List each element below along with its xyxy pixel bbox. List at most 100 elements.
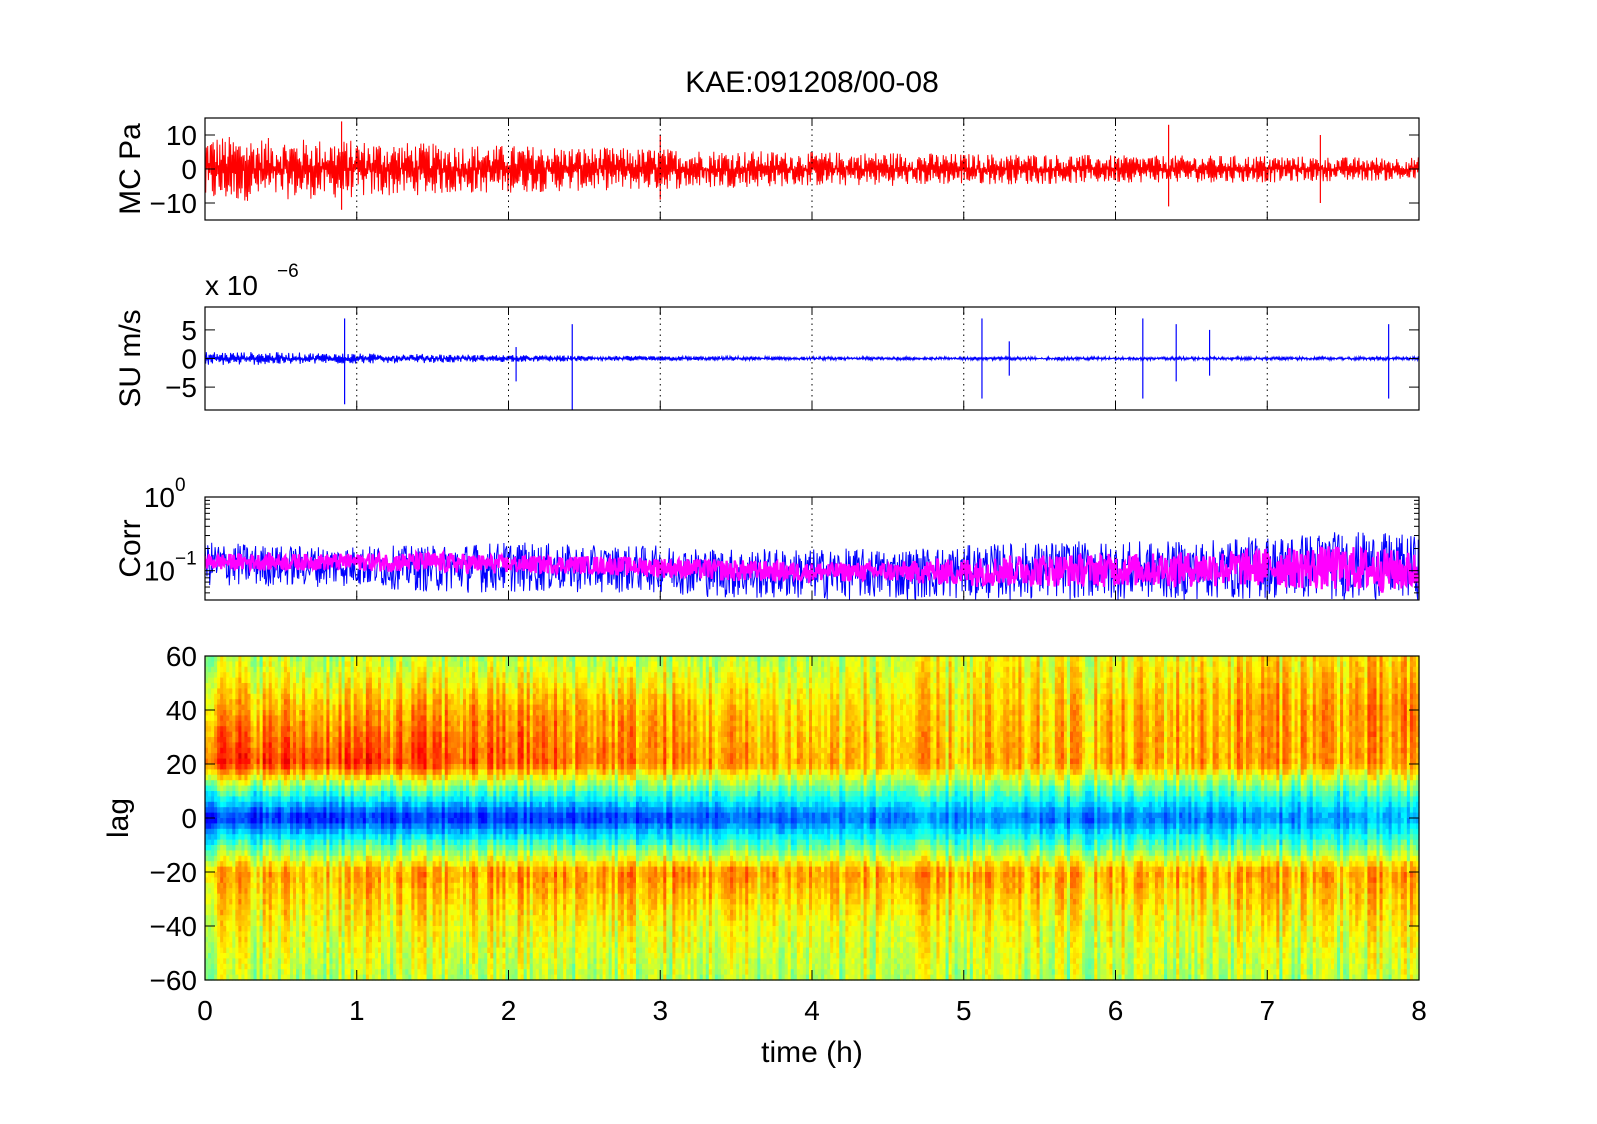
heatmap-cell xyxy=(238,737,243,743)
heatmap-cell xyxy=(229,672,233,679)
heatmap-cell xyxy=(280,936,285,943)
heatmap-cell xyxy=(211,715,215,722)
heatmap-cell xyxy=(211,953,215,959)
heatmap-cell xyxy=(226,947,230,954)
heatmap-cell xyxy=(256,699,261,706)
heatmap-cell xyxy=(229,726,233,733)
heatmap-cell xyxy=(238,861,243,868)
heatmap-cell xyxy=(214,839,218,846)
heatmap-cell xyxy=(262,909,267,916)
heatmap-cell xyxy=(280,683,285,689)
heatmap-cell xyxy=(229,731,233,738)
heatmap-cell xyxy=(238,742,243,749)
heatmap-cell xyxy=(253,893,258,900)
heatmap-cell xyxy=(241,715,246,722)
heatmap-cell xyxy=(259,877,264,884)
heatmap-cell xyxy=(256,661,261,668)
heatmap-cell xyxy=(259,710,264,716)
heatmap-cell xyxy=(220,753,224,760)
heatmap-cell xyxy=(302,764,306,770)
heatmap-cell xyxy=(271,807,276,814)
heatmap-cell xyxy=(286,877,291,884)
heatmap-cell xyxy=(299,666,303,673)
heatmap-cell xyxy=(268,688,273,695)
heatmap-cell xyxy=(223,742,227,749)
heatmap-cell xyxy=(293,936,297,943)
heatmap-cell xyxy=(229,969,233,976)
heatmap-cell xyxy=(235,791,239,797)
heatmap-cell xyxy=(302,688,306,695)
heatmap-cell xyxy=(208,666,212,673)
heatmap-cell xyxy=(253,677,258,684)
heatmap-cell xyxy=(296,710,300,716)
heatmap-cell xyxy=(223,812,227,819)
heatmap-cell xyxy=(214,812,218,819)
heatmap-cell xyxy=(259,764,264,770)
heatmap-cell xyxy=(253,693,258,700)
heatmap-cell xyxy=(293,807,297,814)
heatmap-cell xyxy=(235,796,239,803)
heatmap-cell xyxy=(244,969,249,976)
heatmap-cell xyxy=(229,877,233,884)
heatmap-cell xyxy=(308,747,312,754)
heatmap-cell xyxy=(299,942,303,949)
heatmap-cell xyxy=(271,737,276,743)
heatmap-cell xyxy=(274,850,279,857)
heatmap-cell xyxy=(271,656,276,662)
heatmap-cell xyxy=(308,693,312,700)
heatmap-cell xyxy=(226,720,230,727)
heatmap-cell xyxy=(262,888,267,895)
heatmap-cell xyxy=(256,666,261,673)
heatmap-cell xyxy=(235,899,239,905)
heatmap-cell xyxy=(208,920,212,927)
heatmap-cell xyxy=(259,699,264,706)
heatmap-cell xyxy=(241,882,246,889)
heatmap-cell xyxy=(241,704,246,711)
heatmap-cell xyxy=(244,666,249,673)
heatmap-cell xyxy=(277,737,282,743)
heatmap-cell xyxy=(293,656,297,662)
heatmap-cell xyxy=(244,677,249,684)
heatmap-cell xyxy=(289,893,294,900)
heatmap-cell xyxy=(250,926,255,932)
heatmap-cell xyxy=(238,953,243,959)
heatmap-cell xyxy=(226,753,230,760)
heatmap-cell xyxy=(286,737,291,743)
heatmap-cell xyxy=(235,758,239,765)
heatmap-cell xyxy=(305,893,309,900)
heatmap-cell xyxy=(223,688,227,695)
heatmap-cell xyxy=(250,796,255,803)
heatmap-cell xyxy=(220,704,224,711)
heatmap-cell xyxy=(235,666,239,673)
heatmap-cell xyxy=(235,764,239,770)
heatmap-cell xyxy=(259,747,264,754)
heatmap-cell xyxy=(299,839,303,846)
heatmap-cell xyxy=(217,818,221,824)
heatmap-cell xyxy=(217,731,221,738)
heatmap-cell xyxy=(250,774,255,781)
heatmap-cell xyxy=(302,704,306,711)
heatmap-cell xyxy=(283,839,288,846)
heatmap-cell xyxy=(283,974,288,981)
heatmap-cell xyxy=(262,785,267,792)
heatmap-cell xyxy=(232,801,236,808)
heatmap-cell xyxy=(250,758,255,765)
heatmap-cell xyxy=(293,726,297,733)
heatmap-cell xyxy=(283,947,288,954)
heatmap-cell xyxy=(305,936,309,943)
heatmap-cell xyxy=(211,699,215,706)
heatmap-cell xyxy=(280,677,285,684)
heatmap-cell xyxy=(289,677,294,684)
heatmap-cell xyxy=(238,915,243,922)
heatmap-cell xyxy=(280,758,285,765)
heatmap-cell xyxy=(250,672,255,679)
heatmap-cell xyxy=(289,758,294,765)
heatmap-cell xyxy=(296,812,300,819)
heatmap-cell xyxy=(205,656,209,662)
heatmap-cell xyxy=(238,958,243,965)
heatmap-cell xyxy=(274,704,279,711)
heatmap-cell xyxy=(232,823,236,830)
heatmap-cell xyxy=(268,753,273,760)
heatmap-cell xyxy=(214,672,218,679)
heatmap-cell xyxy=(274,834,279,841)
